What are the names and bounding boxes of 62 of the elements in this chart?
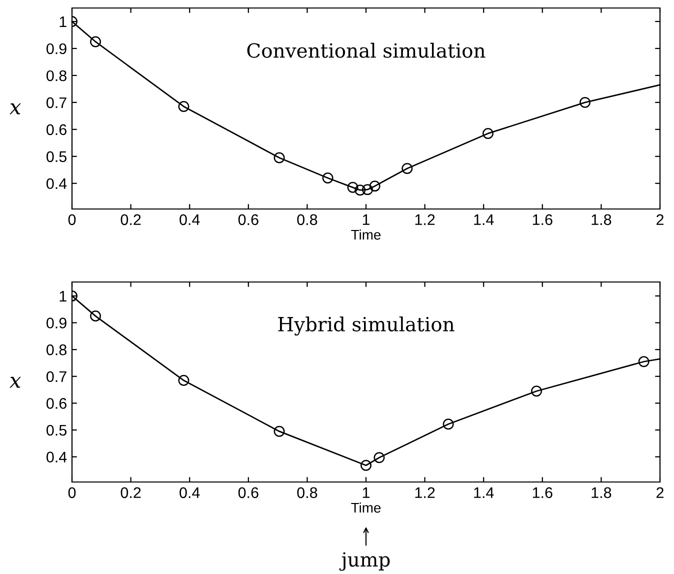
point: [369, 180, 380, 192]
y-tick-label: 0.6: [46, 124, 66, 136]
x-tick-label: 0.8: [297, 214, 318, 226]
x-tick-label: 1: [362, 487, 370, 498]
y-tick-label: 1: [60, 290, 66, 302]
x-tick-label: 0.4: [180, 487, 200, 498]
x-tick-label: 1.2: [415, 487, 435, 498]
point: [90, 36, 102, 48]
x-tick-label: 1.4: [474, 487, 494, 498]
x-tick-label: 1.6: [532, 214, 552, 226]
y-tick-label: 0.7: [46, 97, 66, 108]
point: [322, 172, 334, 184]
y-tick-label: 0.4: [46, 452, 67, 462]
point: [90, 310, 102, 322]
point: [178, 374, 190, 386]
x-tick-label: 2: [656, 214, 664, 225]
y-tick-label: 0.6: [46, 398, 66, 409]
point: [362, 184, 373, 196]
x-tick-label: 0.2: [120, 214, 141, 226]
point: [274, 152, 285, 164]
x-tick-label: 1.6: [532, 487, 552, 498]
x-tick-label: 2: [656, 487, 664, 498]
x-tick-label: 0.4: [180, 214, 200, 226]
x-tick-label: 1.8: [592, 214, 612, 226]
x-tick-label: 0.6: [238, 487, 258, 498]
y-tick-label: 0.5: [46, 151, 66, 162]
x-axis-title: Time: [351, 502, 381, 513]
x-tick-label: 0.8: [297, 487, 318, 498]
y-tick-label: 0.8: [46, 344, 66, 356]
annotation: jump: [339, 552, 390, 571]
point: [402, 163, 413, 174]
x-tick-label: 1.2: [415, 214, 435, 225]
point: [178, 100, 190, 112]
y-tick-label: 0.7: [46, 371, 66, 382]
y-tick-label: 0.4: [46, 178, 67, 190]
point: [354, 184, 366, 196]
x-tick-label: 1: [362, 214, 370, 225]
x-tick-label: 0: [68, 214, 76, 226]
point: [374, 452, 385, 464]
point: [580, 96, 591, 108]
point: [442, 418, 454, 430]
y-axis-title: x: [10, 103, 21, 114]
point: [360, 460, 372, 471]
point: [274, 426, 285, 437]
y-tick-label: 1: [60, 16, 66, 28]
point: [482, 128, 494, 139]
point: [531, 386, 542, 397]
annotation: Hybrid simulation: [278, 316, 454, 336]
y-tick-label: 0.5: [46, 424, 66, 436]
y-tick-label: 0.9: [46, 43, 66, 54]
y-tick-label: 0.8: [46, 70, 66, 82]
point: [638, 356, 650, 368]
x-tick-label: 0.6: [238, 214, 258, 226]
x-axis-title: Time: [351, 229, 381, 240]
x-tick-label: 0.2: [120, 487, 141, 498]
x-tick-label: 1.8: [592, 487, 612, 498]
x-tick-label: 1.4: [474, 214, 494, 225]
y-tick-label: 0.9: [46, 318, 66, 328]
y-axis-title: x: [10, 376, 21, 388]
point: [347, 182, 358, 193]
x-tick-label: 0: [68, 487, 76, 498]
annotation: Conventional simulation: [247, 42, 486, 58]
